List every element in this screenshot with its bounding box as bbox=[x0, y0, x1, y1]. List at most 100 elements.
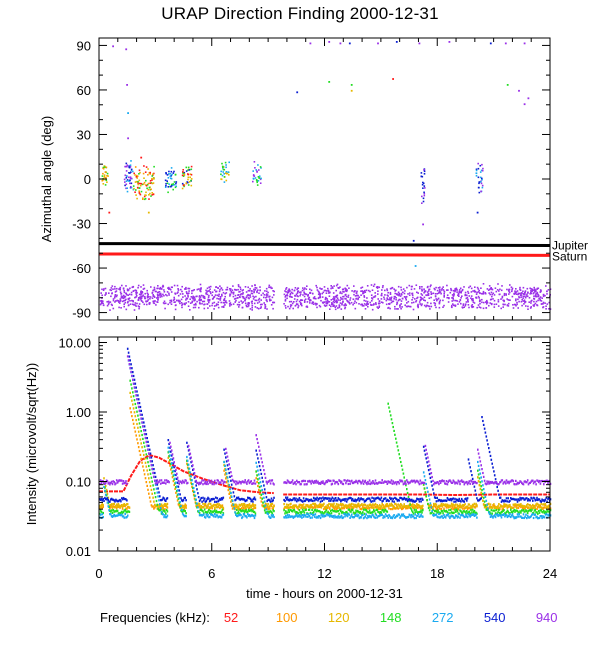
series-point bbox=[542, 503, 544, 506]
series-point bbox=[147, 461, 149, 464]
series-point bbox=[184, 514, 186, 518]
series-point bbox=[181, 482, 183, 485]
series-point bbox=[263, 469, 265, 472]
data-point bbox=[419, 299, 422, 302]
series-point bbox=[428, 505, 431, 508]
series-point bbox=[425, 457, 427, 460]
series-point bbox=[302, 503, 305, 506]
data-point bbox=[381, 292, 383, 295]
series-point bbox=[340, 502, 342, 506]
data-point bbox=[341, 303, 343, 306]
data-point bbox=[346, 289, 348, 291]
series-point bbox=[129, 359, 131, 362]
series-point bbox=[316, 496, 318, 499]
data-point bbox=[521, 304, 523, 307]
series-point bbox=[334, 510, 337, 513]
series-point bbox=[148, 477, 150, 480]
series-point bbox=[257, 484, 259, 488]
data-point bbox=[333, 285, 335, 287]
data-point bbox=[257, 289, 259, 291]
series-point bbox=[268, 480, 270, 483]
series-point bbox=[252, 502, 254, 505]
data-point bbox=[378, 306, 380, 308]
series-point bbox=[524, 505, 526, 508]
series-point bbox=[247, 479, 250, 482]
data-point bbox=[347, 296, 349, 298]
data-point bbox=[390, 296, 393, 299]
series-point bbox=[137, 398, 140, 401]
data-point bbox=[255, 295, 257, 298]
data-point bbox=[265, 287, 268, 290]
series-point bbox=[269, 482, 272, 485]
series-point bbox=[284, 512, 286, 515]
data-point bbox=[516, 301, 518, 304]
series-point bbox=[521, 506, 524, 509]
series-point bbox=[433, 492, 435, 495]
series-point bbox=[158, 507, 160, 510]
series-point bbox=[367, 511, 370, 514]
series-point bbox=[356, 504, 359, 507]
series-point bbox=[300, 507, 302, 510]
chart-title: URAP Direction Finding 2000-12-31 bbox=[161, 4, 439, 23]
series-point bbox=[545, 496, 548, 499]
data-point bbox=[540, 290, 542, 292]
data-point bbox=[183, 174, 186, 176]
series-point bbox=[244, 508, 246, 511]
series-point bbox=[125, 507, 127, 510]
series-point bbox=[457, 505, 460, 508]
series-point bbox=[156, 483, 159, 486]
series-point bbox=[300, 499, 302, 502]
series-point bbox=[109, 483, 111, 486]
data-point bbox=[362, 292, 365, 294]
data-point bbox=[527, 292, 529, 294]
series-point bbox=[493, 474, 496, 477]
series-point bbox=[149, 484, 152, 488]
series-point bbox=[169, 464, 171, 467]
series-point bbox=[342, 498, 345, 501]
data-point bbox=[353, 285, 355, 287]
series-point bbox=[505, 503, 508, 506]
series-point bbox=[439, 512, 442, 515]
data-point bbox=[253, 302, 256, 305]
series-point bbox=[331, 505, 334, 508]
series-point bbox=[117, 480, 120, 483]
data-point bbox=[366, 300, 369, 303]
series-point bbox=[290, 499, 292, 502]
data-point bbox=[129, 303, 132, 305]
series-point bbox=[296, 511, 298, 514]
data-point bbox=[419, 303, 421, 305]
series-point bbox=[246, 516, 248, 519]
series-point bbox=[325, 497, 328, 500]
series-point bbox=[454, 516, 456, 519]
data-point bbox=[352, 298, 355, 300]
data-point bbox=[199, 302, 201, 304]
series-point bbox=[445, 509, 448, 512]
data-point bbox=[146, 187, 148, 190]
series-point bbox=[241, 498, 244, 501]
data-point bbox=[143, 198, 146, 201]
data-point bbox=[185, 166, 188, 169]
series-point bbox=[360, 512, 362, 515]
series-point bbox=[344, 515, 346, 518]
data-point bbox=[395, 298, 397, 301]
data-point bbox=[518, 292, 521, 295]
series-point bbox=[371, 496, 373, 499]
data-point bbox=[461, 306, 464, 308]
data-point bbox=[369, 301, 371, 304]
series-point bbox=[249, 505, 252, 508]
series-point bbox=[371, 511, 373, 514]
data-point bbox=[254, 299, 257, 302]
data-point bbox=[441, 287, 443, 290]
series-point bbox=[214, 509, 216, 512]
data-point bbox=[132, 188, 135, 191]
data-point bbox=[152, 295, 155, 297]
series-point bbox=[511, 506, 514, 509]
data-point bbox=[323, 289, 326, 292]
data-point bbox=[167, 173, 170, 175]
data-point bbox=[334, 300, 337, 303]
series-point bbox=[383, 497, 385, 501]
data-point bbox=[283, 293, 286, 296]
series-point bbox=[149, 452, 152, 455]
series-point bbox=[486, 503, 488, 506]
data-point bbox=[129, 287, 131, 290]
